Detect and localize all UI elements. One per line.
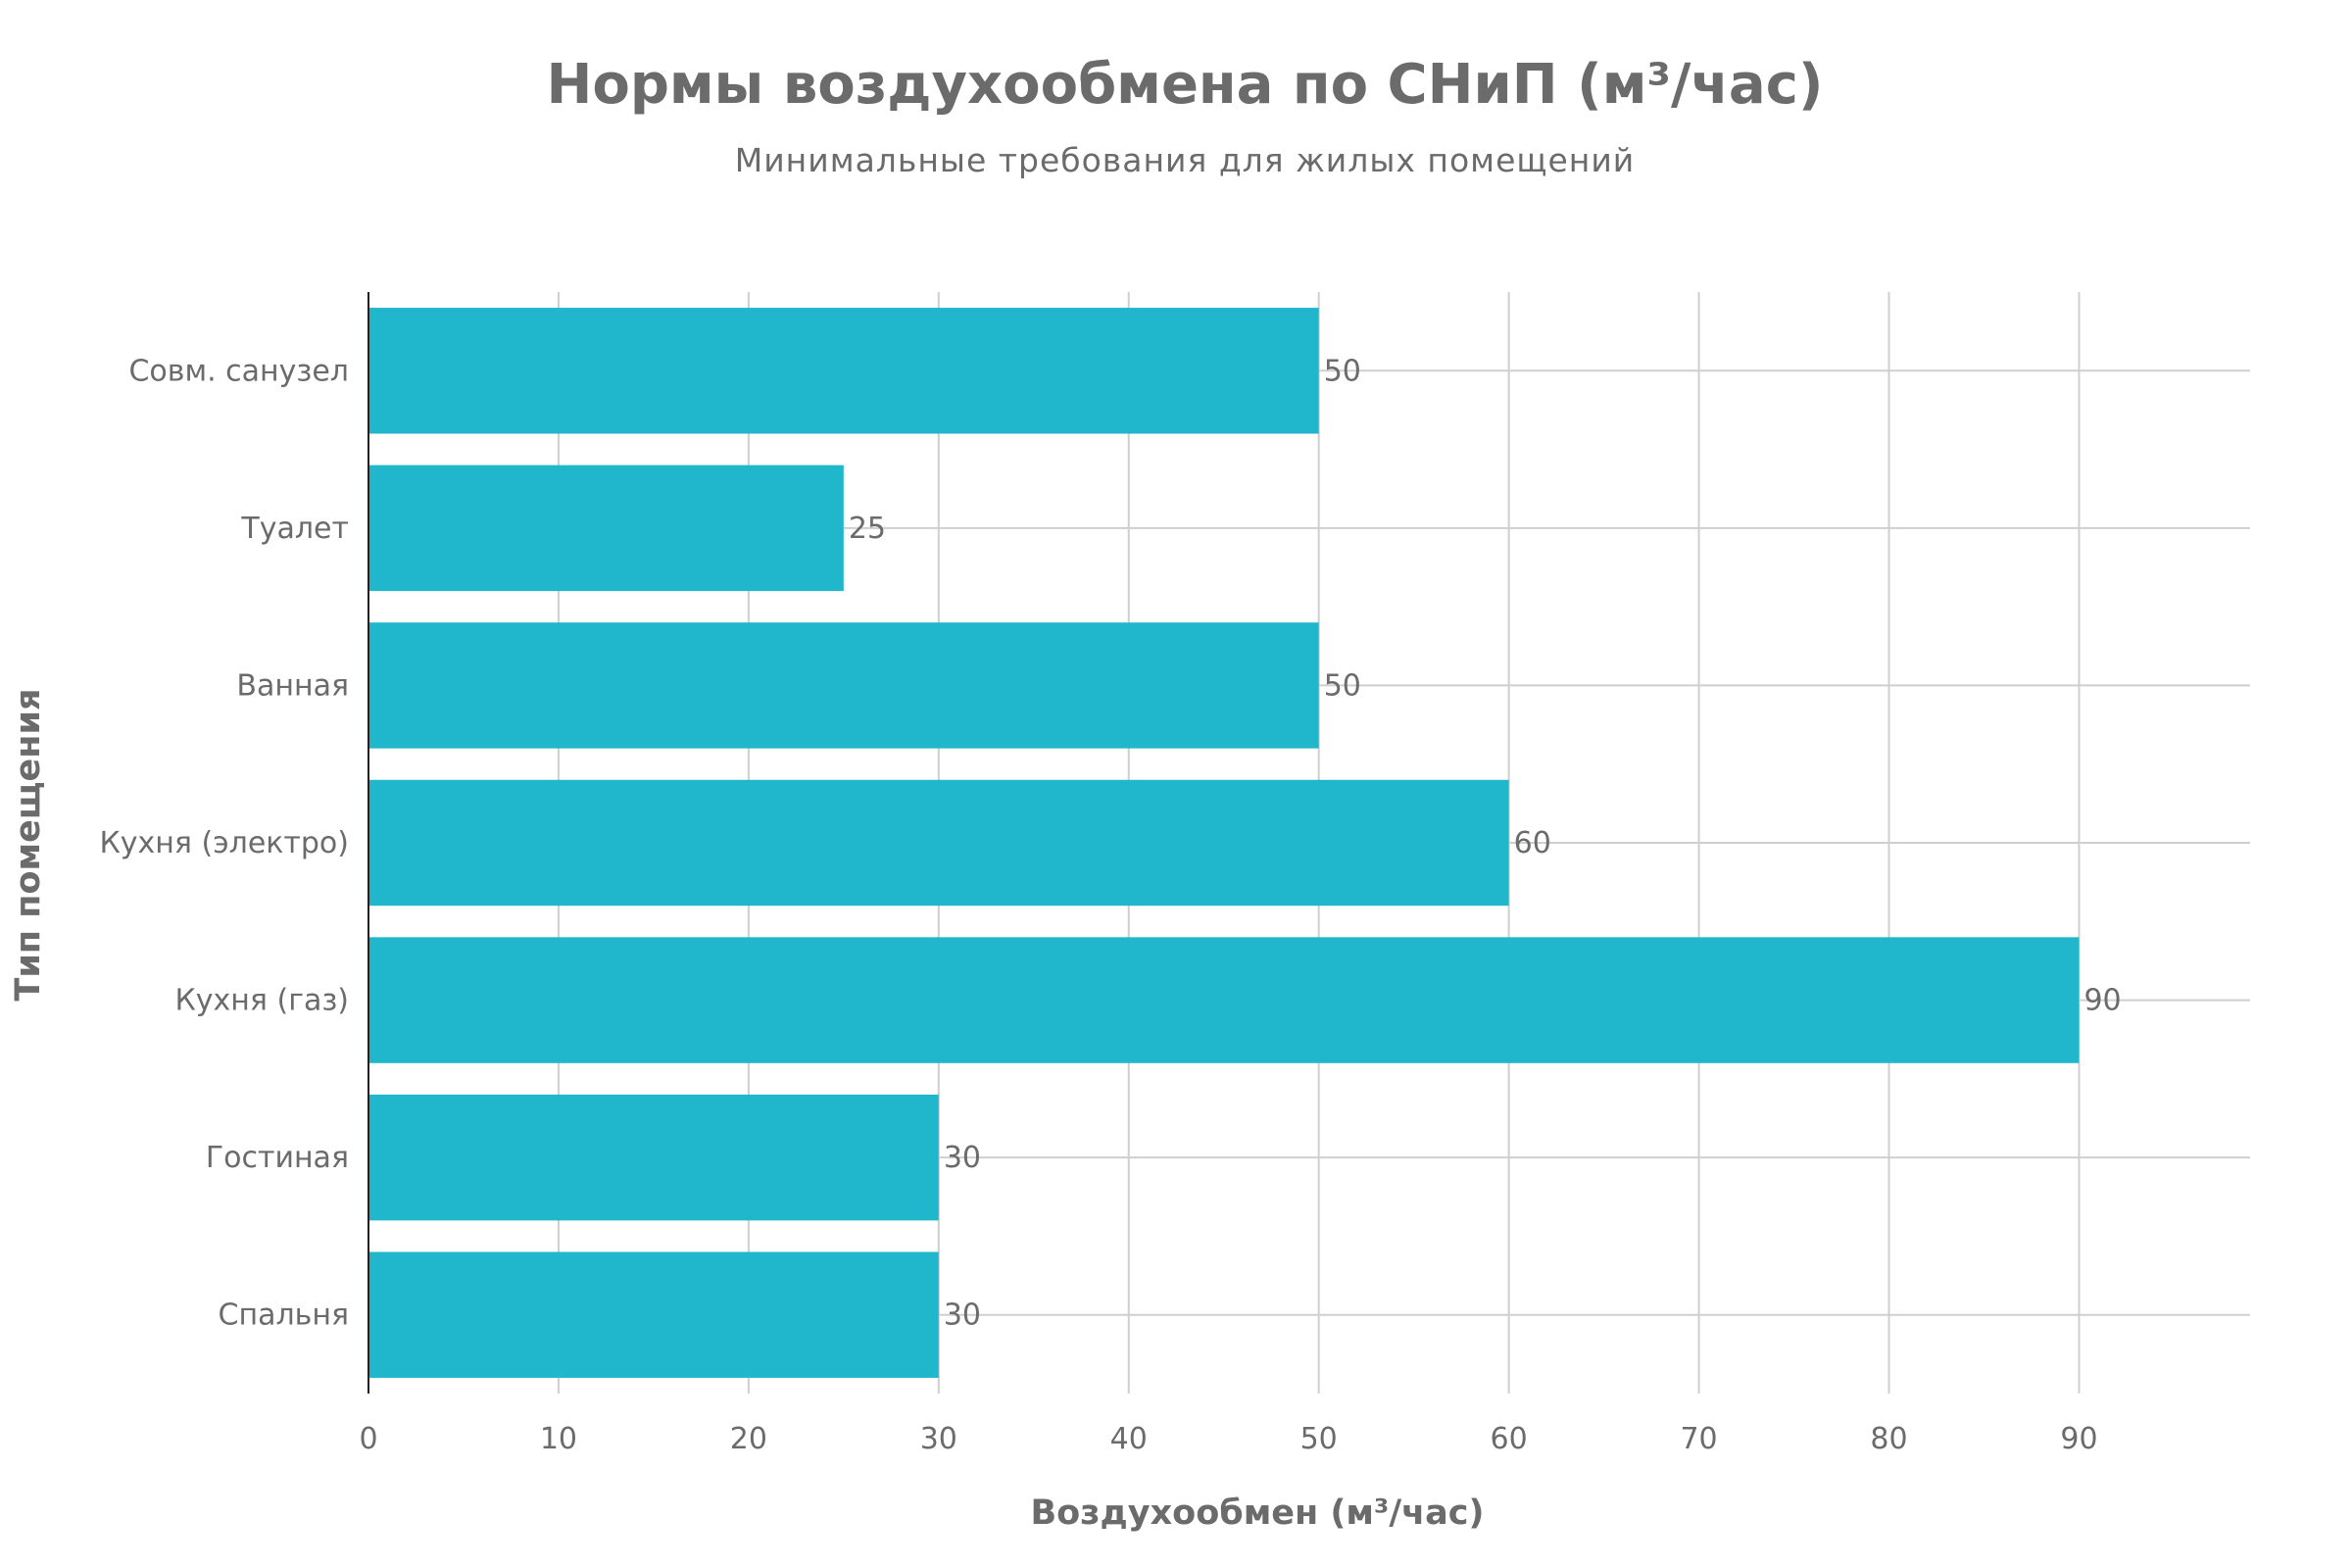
- x-tick-label: 20: [730, 1422, 767, 1456]
- x-tick-label: 10: [540, 1422, 577, 1456]
- x-tick-label: 80: [1870, 1422, 1907, 1456]
- y-axis-labels: Совм. санузел Туалет Ванная Кухня (электро)…: [99, 354, 349, 1332]
- bar-value-label: 60: [1514, 826, 1551, 860]
- bar: [368, 622, 1319, 749]
- y-category-label: Совм. санузел: [128, 354, 349, 388]
- y-category-label: Ванная: [236, 668, 349, 703]
- bar: [368, 937, 2080, 1063]
- bar-value-label: 50: [1324, 354, 1361, 388]
- y-category-label: Гостиная: [206, 1141, 349, 1175]
- bar: [368, 465, 844, 592]
- y-category-label: Спальня: [219, 1298, 349, 1333]
- data-labels: 50 25 50 60 90 30 30: [849, 354, 2122, 1332]
- x-tick-label: 70: [1680, 1422, 1717, 1456]
- y-category-label: Кухня (электро): [99, 826, 349, 860]
- x-axis-title: Воздухообмен (м³/час): [1030, 1494, 1484, 1533]
- bars: [368, 308, 2080, 1378]
- bar: [368, 1094, 939, 1221]
- x-tick-label: 30: [920, 1422, 957, 1456]
- bar: [368, 1251, 939, 1378]
- bar-value-label: 90: [2083, 984, 2121, 1018]
- chart-title: Нормы воздухообмена по СНиП (м³/час): [546, 53, 1823, 117]
- x-tick-label: 40: [1110, 1422, 1148, 1456]
- x-tick-label: 60: [1491, 1422, 1528, 1456]
- x-tick-label: 90: [2060, 1422, 2097, 1456]
- bar-value-label: 30: [944, 1298, 981, 1333]
- y-axis-title: Тип помещения: [9, 689, 48, 1002]
- bar-value-label: 30: [944, 1141, 981, 1175]
- bar: [368, 308, 1319, 434]
- x-tick-label: 50: [1300, 1422, 1338, 1456]
- x-tick-label: 0: [359, 1422, 377, 1456]
- bar-value-label: 50: [1324, 668, 1361, 703]
- x-axis-ticks: 0 10 20 30 40 50 60 70 80 90: [359, 1422, 2097, 1456]
- bar: [368, 779, 1509, 906]
- y-category-label: Туалет: [240, 512, 349, 546]
- bar-value-label: 25: [849, 512, 886, 546]
- y-category-label: Кухня (газ): [174, 984, 349, 1018]
- chart-subtitle: Минимальные требования для жилых помещен…: [735, 141, 1635, 179]
